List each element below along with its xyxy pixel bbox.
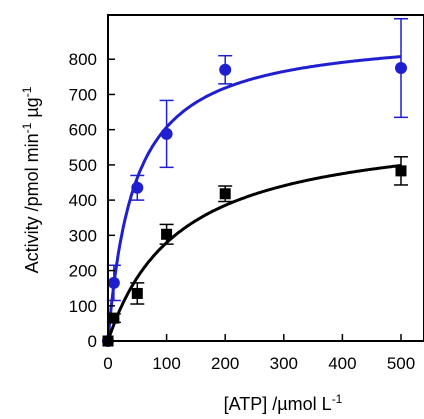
- x-axis-label-superscript: -1: [332, 392, 343, 406]
- x-tick-label: 200: [211, 354, 239, 373]
- data-point-square: [131, 287, 143, 299]
- data-point-circle: [160, 127, 173, 140]
- data-point-square: [108, 312, 120, 324]
- fit-curve-2: [106, 164, 402, 342]
- y-tick-label: 0: [88, 332, 97, 351]
- x-tick-label: 0: [103, 354, 112, 373]
- y-tick-label: 500: [69, 156, 97, 175]
- x-tick-label: 100: [152, 354, 180, 373]
- y-axis-label-superscript-1: -1: [20, 122, 34, 133]
- y-axis-label: Activity /pmol min-1 µg-1: [20, 86, 42, 273]
- y-axis-label-unit: µg: [22, 97, 42, 122]
- y-tick-label: 700: [69, 85, 97, 104]
- y-axis-label-superscript-2: -1: [20, 86, 34, 97]
- data-markers: [102, 62, 407, 347]
- data-point-square: [219, 188, 231, 200]
- data-point-circle: [219, 63, 232, 76]
- fit-curve-1: [106, 55, 402, 342]
- y-axis-ticks: 0 100 200 300 400 500 600 700 800: [69, 50, 115, 351]
- x-axis-ticks: 0 100 200 300 400 500: [103, 334, 415, 373]
- y-tick-label: 200: [69, 262, 97, 281]
- y-tick-label: 400: [69, 191, 97, 210]
- x-axis-label-text: [ATP] /µmol L: [224, 394, 332, 414]
- y-tick-label: 800: [69, 50, 97, 69]
- plot-frame: [107, 14, 424, 342]
- data-point-circle: [107, 276, 120, 289]
- y-tick-label: 300: [69, 226, 97, 245]
- x-tick-label: 500: [387, 354, 415, 373]
- fit-curves: [106, 55, 402, 342]
- data-point-circle: [395, 62, 407, 75]
- data-point-square: [395, 165, 407, 177]
- y-tick-label: 600: [69, 121, 97, 140]
- y-tick-label: 100: [69, 297, 97, 316]
- y-axis-label-text: Activity /pmol min: [22, 133, 42, 273]
- x-tick-label: 300: [270, 354, 298, 373]
- data-point-circle: [131, 181, 144, 194]
- data-point-square: [161, 228, 173, 240]
- x-tick-label: 400: [328, 354, 356, 373]
- x-axis-label: [ATP] /µmol L-1: [224, 392, 343, 414]
